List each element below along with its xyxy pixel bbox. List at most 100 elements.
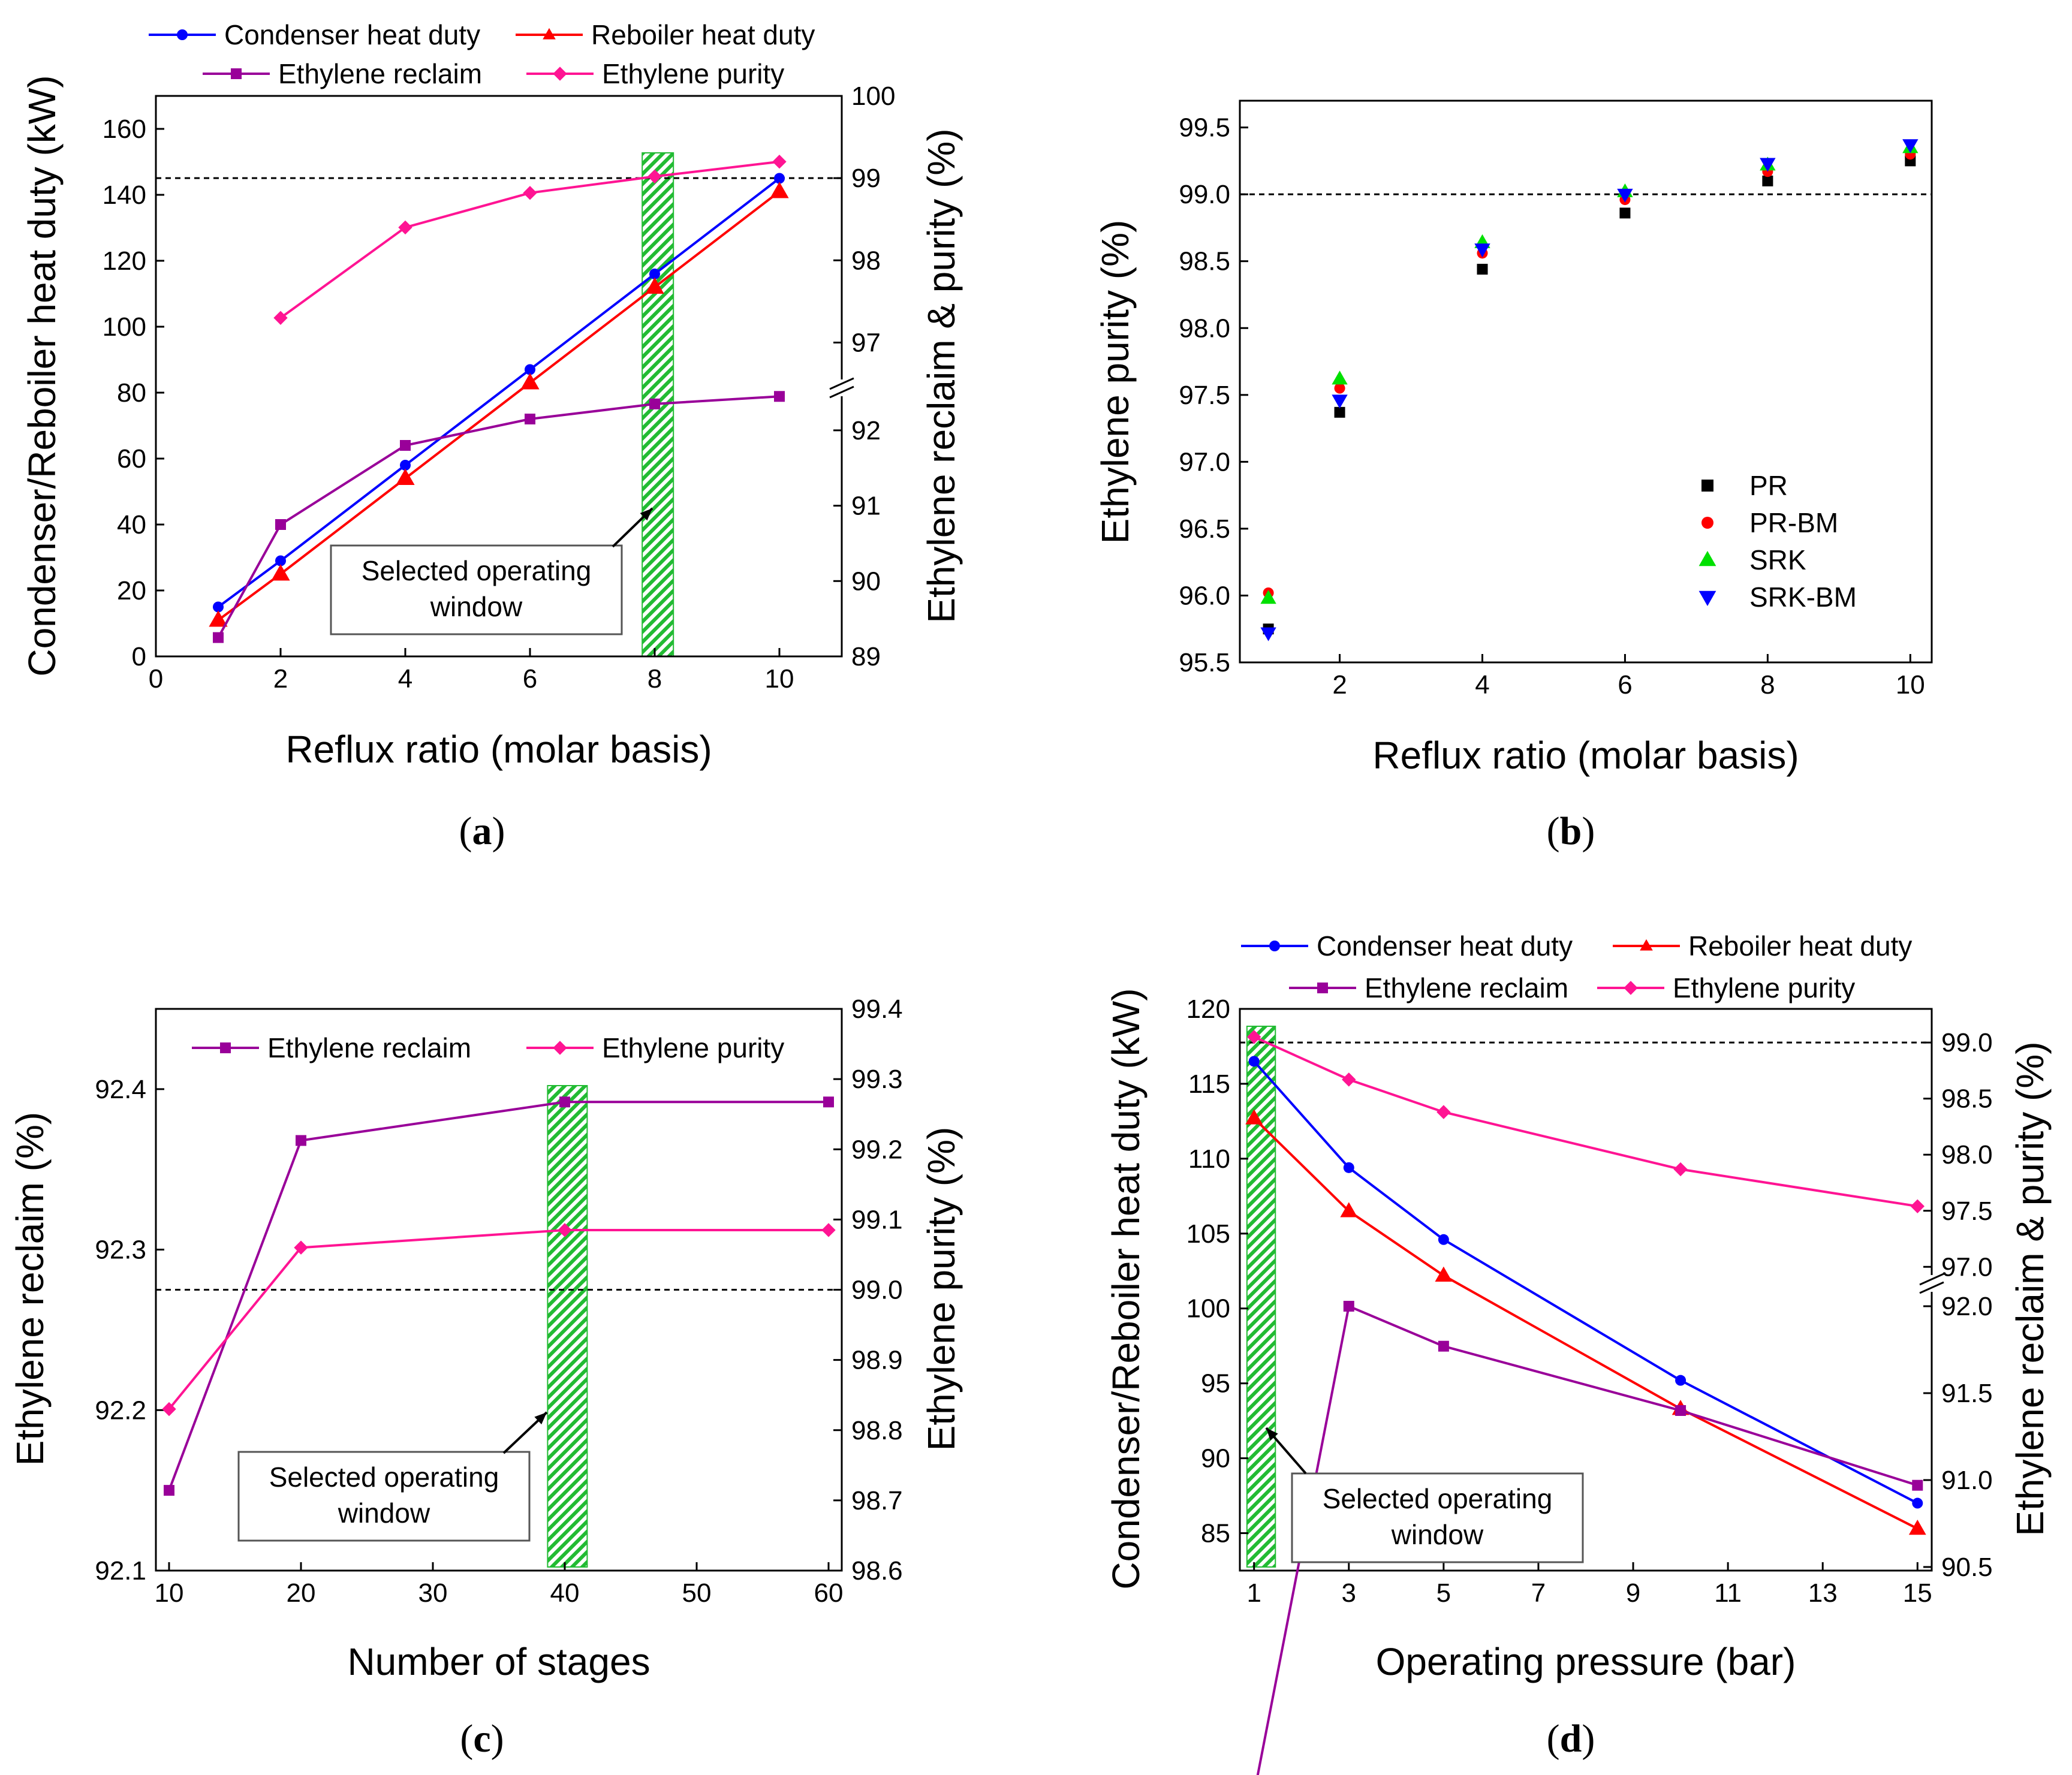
y-tick-label: 100 <box>103 312 146 342</box>
legend-label: Ethylene reclaim <box>267 1032 471 1063</box>
series-line-condenser-heat-duty <box>1253 1060 1919 1505</box>
y-tick-label: 90 <box>1201 1444 1230 1473</box>
y2-axis-title: Ethylene reclaim & purity (%) <box>920 128 963 623</box>
y2-tick-label: 98.6 <box>851 1556 903 1586</box>
data-point <box>275 555 286 566</box>
data-point <box>649 398 660 409</box>
x-tick-label: 13 <box>1808 1578 1838 1608</box>
series-line-condenser-heat-duty <box>217 177 781 608</box>
data-point <box>1260 627 1276 641</box>
y2-tick-label: 98.7 <box>851 1486 903 1515</box>
x-tick-label: 60 <box>814 1578 844 1608</box>
y2-axis-title: Ethylene purity (%) <box>920 1127 963 1451</box>
x-tick-label: 10 <box>155 1578 184 1608</box>
x-tick-label: 30 <box>418 1578 448 1608</box>
y-tick-label: 92.3 <box>95 1235 146 1265</box>
x-tick-label: 9 <box>1626 1578 1640 1608</box>
legend-marker <box>1701 480 1713 492</box>
y2-tick-label: 91.0 <box>1941 1466 1993 1495</box>
y-tick-label: 20 <box>117 576 146 605</box>
y-tick-label: 98.0 <box>1179 314 1230 343</box>
x-axis-title: Reflux ratio (molar basis) <box>285 728 712 771</box>
legend-marker <box>1640 939 1653 951</box>
data-point <box>772 155 787 169</box>
y-tick-label: 120 <box>103 246 146 276</box>
data-point <box>294 1240 308 1255</box>
y-tick-label: 120 <box>1186 995 1230 1024</box>
data-point <box>1342 1072 1356 1087</box>
y2-tick-label: 92 <box>851 416 881 445</box>
y-tick-label: 100 <box>1186 1294 1230 1324</box>
legend-label: Condenser heat duty <box>1317 930 1573 962</box>
annotation-text: window <box>430 591 523 622</box>
legend-marker <box>553 67 567 81</box>
chart-panel-c: 10 20 30 40 50 60 92.1 92.2 92.3 92.4 98.6 98.7 98.8… <box>8 995 963 1683</box>
x-tick-label: 20 <box>287 1578 316 1608</box>
data-point <box>520 373 540 390</box>
annotation-box <box>1291 1472 1584 1563</box>
x-tick-label: 5 <box>1436 1578 1451 1608</box>
y-tick-label: 110 <box>1188 1144 1230 1174</box>
y2-tick-label: 90.5 <box>1941 1553 1993 1582</box>
x-tick-label: 50 <box>682 1578 712 1608</box>
x-tick-label: 8 <box>1760 670 1775 700</box>
data-point <box>1248 1056 1260 1067</box>
x-tick-label: 6 <box>1618 670 1632 700</box>
data-point <box>821 1223 836 1237</box>
annotation-arrowhead <box>1266 1428 1278 1441</box>
y-axis-title: Ethylene reclaim (%) <box>8 1112 52 1466</box>
x-tick-label: 1 <box>1246 1578 1261 1608</box>
operating-window <box>547 1085 588 1568</box>
legend-label: Ethylene purity <box>1673 972 1855 1003</box>
legend-label: Ethylene purity <box>602 1032 784 1063</box>
data-point <box>1477 264 1488 275</box>
y-tick-label: 98.5 <box>1179 247 1230 276</box>
x-tick-label: 10 <box>1896 670 1925 700</box>
y-tick-label: 105 <box>1186 1219 1230 1249</box>
y-axis-title: Condenser/Reboiler heat duty (kW) <box>1104 988 1148 1589</box>
data-point <box>213 632 224 643</box>
x-axis-title: Operating pressure (bar) <box>1376 1640 1796 1683</box>
data-point <box>398 220 412 235</box>
data-point <box>1334 406 1345 418</box>
data-point <box>645 277 664 294</box>
y-tick-label: 95.5 <box>1179 648 1230 677</box>
data-point <box>770 182 789 198</box>
x-tick-label: 4 <box>1475 670 1489 700</box>
axis-break-line <box>829 385 854 399</box>
chart-panel-d: 1 3 5 7 9 11 13 1585909510010511011512090.591.0… <box>1104 930 2052 1775</box>
y-tick-label: 60 <box>117 444 146 474</box>
data-point <box>523 186 537 200</box>
data-point <box>1474 243 1490 258</box>
annotation-text: Selected operating <box>362 555 592 586</box>
data-point <box>1673 1162 1688 1177</box>
legend-label: SRK-BM <box>1749 581 1857 613</box>
caption-b: (b) <box>1547 809 1595 853</box>
y-axis-title: Ethylene purity (%) <box>1094 220 1137 544</box>
data-point <box>649 269 660 279</box>
data-point <box>1334 382 1345 394</box>
data-point <box>162 1402 176 1417</box>
y2-tick-label: 99.0 <box>1941 1028 1993 1057</box>
axis-break-line <box>829 377 854 390</box>
legend-marker <box>1317 983 1328 993</box>
y-tick-label: 96.5 <box>1179 514 1230 544</box>
data-point <box>275 519 286 530</box>
data-point <box>396 468 415 486</box>
y-tick-label: 115 <box>1188 1069 1230 1099</box>
y2-tick-label: 97.0 <box>1941 1252 1993 1282</box>
data-point <box>648 169 662 184</box>
data-point <box>1760 158 1776 172</box>
annotation-box <box>237 1451 531 1542</box>
y2-tick-label: 91 <box>851 492 881 521</box>
legend-label: Ethylene purity <box>602 58 784 89</box>
data-point <box>1343 1162 1354 1173</box>
x-tick-label: 3 <box>1342 1578 1356 1608</box>
legend-label: SRK <box>1749 544 1806 575</box>
data-point <box>209 610 228 627</box>
y2-tick-label: 99.4 <box>851 995 903 1024</box>
data-point <box>164 1485 174 1496</box>
data-point <box>1260 590 1276 604</box>
data-point <box>1619 207 1631 219</box>
